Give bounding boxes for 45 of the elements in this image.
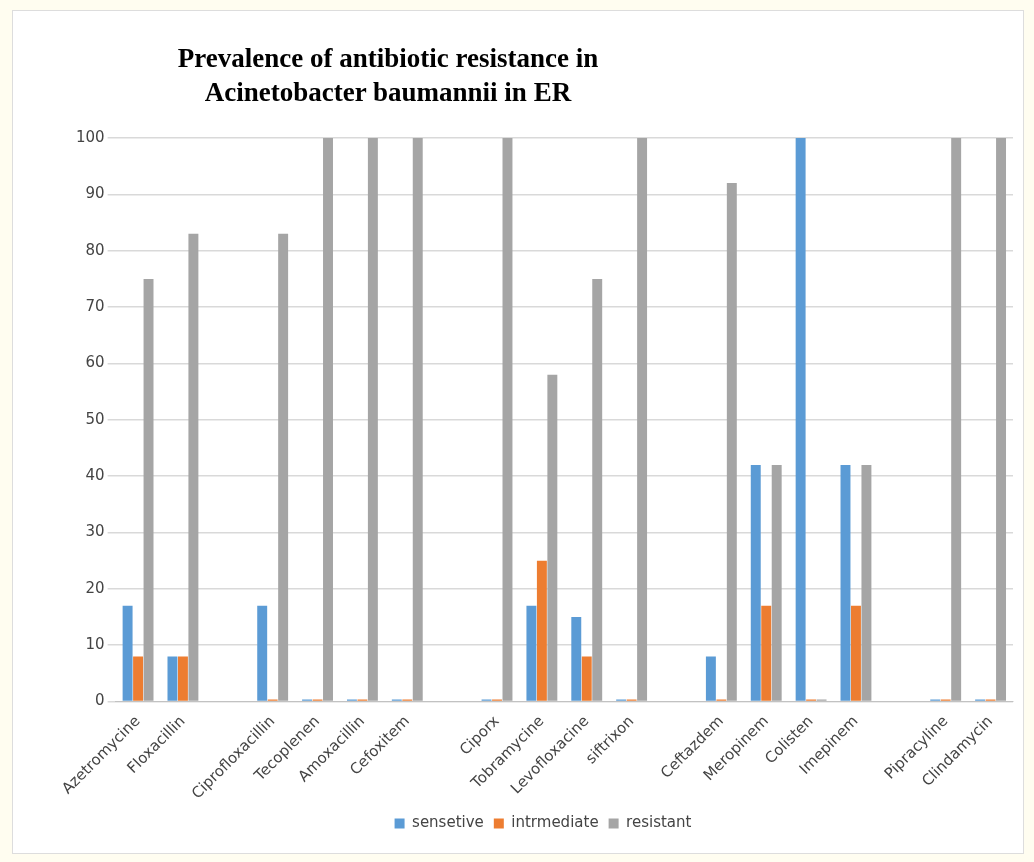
y-tick-label: 20	[85, 578, 105, 597]
legend-label: sensetive	[412, 813, 484, 832]
y-tick-label: 50	[85, 409, 105, 428]
chart-title: Prevalence of antibiotic resistance in Acinetobacter baumannii in ER	[176, 42, 600, 109]
bar	[278, 233, 289, 701]
y-tick-label: 0	[95, 691, 105, 710]
bar	[143, 278, 154, 701]
bar	[705, 656, 716, 701]
bar	[761, 605, 772, 701]
bar	[323, 138, 333, 701]
bar	[840, 464, 851, 701]
bar	[795, 138, 806, 701]
y-tick-label: 80	[85, 240, 105, 259]
bar	[367, 138, 378, 701]
bar	[750, 464, 761, 701]
y-tick-label: 30	[85, 522, 105, 541]
bar	[861, 464, 872, 701]
bar	[257, 605, 268, 701]
bar	[167, 656, 178, 701]
y-tick-label: 10	[85, 635, 105, 654]
y-tick-label: 40	[85, 466, 105, 485]
bar	[122, 605, 133, 701]
bar	[177, 656, 188, 701]
legend-label: intrmediate	[511, 813, 599, 832]
bar	[996, 138, 1007, 701]
bar	[571, 617, 582, 701]
y-tick-label: 100	[75, 127, 105, 146]
bar	[536, 560, 547, 701]
y-tick-label: 90	[85, 184, 105, 203]
bar	[637, 138, 648, 701]
bar	[581, 656, 592, 701]
bar	[502, 138, 513, 701]
bar	[771, 464, 782, 701]
bar	[726, 183, 737, 701]
bar	[133, 656, 144, 701]
bar	[592, 278, 603, 701]
y-tick-label: 70	[85, 296, 105, 315]
bar	[951, 138, 962, 701]
legend-label: resistant	[626, 813, 692, 832]
bar	[188, 233, 199, 701]
bar	[412, 138, 423, 701]
y-tick-label: 60	[85, 353, 105, 372]
bar	[547, 374, 558, 701]
bar	[850, 605, 861, 701]
bar	[526, 605, 537, 701]
